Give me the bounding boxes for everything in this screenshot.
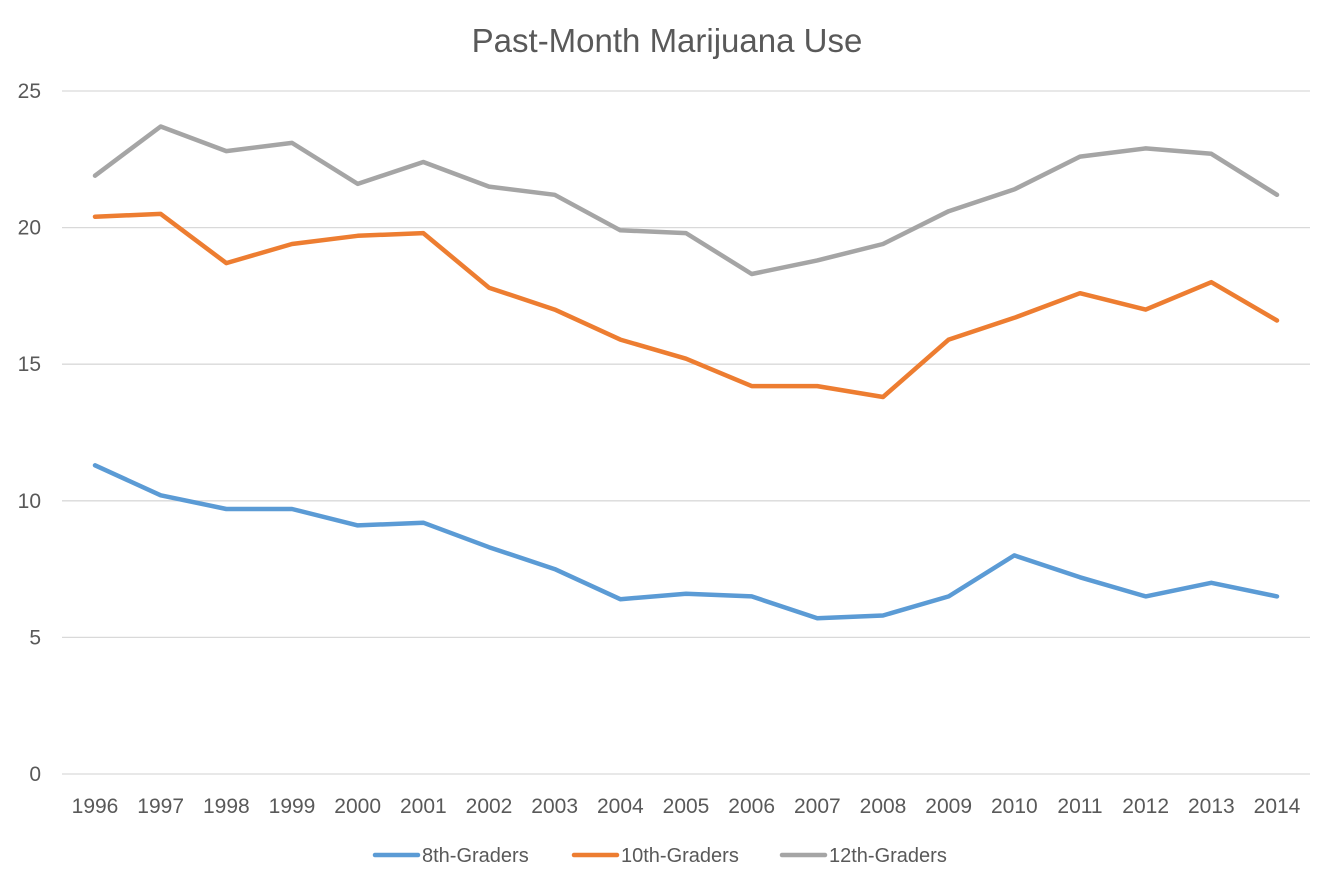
x-tick-label: 2009 bbox=[925, 795, 972, 818]
x-tick-label: 2012 bbox=[1122, 795, 1169, 818]
x-tick-label: 2006 bbox=[728, 795, 775, 818]
y-tick-label: 20 bbox=[18, 217, 41, 240]
y-tick-label: 25 bbox=[18, 80, 41, 103]
legend-label-10th-graders: 10th-Graders bbox=[621, 845, 739, 867]
y-axis-labels: 0 5 10 15 20 25 bbox=[18, 80, 41, 786]
legend-label-8th-graders: 8th-Graders bbox=[422, 845, 529, 867]
x-tick-label: 2002 bbox=[466, 795, 513, 818]
x-axis-labels: 1996 1997 1998 1999 2000 2001 2002 2003 2004 2005… bbox=[72, 795, 1301, 818]
x-tick-label: 1997 bbox=[137, 795, 184, 818]
x-tick-label: 2007 bbox=[794, 795, 841, 818]
series-line-8th-graders bbox=[92, 463, 1280, 621]
x-tick-label: 2003 bbox=[531, 795, 578, 818]
x-tick-label: 1999 bbox=[269, 795, 316, 818]
x-tick-label: 2010 bbox=[991, 795, 1038, 818]
series-lines bbox=[92, 124, 1280, 621]
x-tick-label: 2013 bbox=[1188, 795, 1235, 818]
y-tick-label: 10 bbox=[18, 490, 41, 513]
legend: 8th-Graders 10th-Graders 12th-Graders bbox=[372, 845, 947, 867]
x-tick-label: 2008 bbox=[860, 795, 907, 818]
series-line-12th-graders bbox=[92, 124, 1280, 277]
x-tick-label: 1998 bbox=[203, 795, 250, 818]
y-tick-label: 15 bbox=[18, 353, 41, 376]
x-tick-label: 2004 bbox=[597, 795, 644, 818]
x-tick-label: 2005 bbox=[663, 795, 710, 818]
y-tick-label: 5 bbox=[29, 626, 41, 649]
series-line-10th-graders bbox=[92, 211, 1280, 400]
gridlines bbox=[62, 90, 1310, 775]
x-tick-label: 1996 bbox=[72, 795, 119, 818]
legend-label-12th-graders: 12th-Graders bbox=[829, 845, 947, 867]
y-tick-label: 0 bbox=[29, 763, 41, 786]
x-tick-label: 2014 bbox=[1254, 795, 1301, 818]
x-tick-label: 2000 bbox=[334, 795, 381, 818]
chart-title: Past-Month Marijuana Use bbox=[472, 22, 863, 59]
x-tick-label: 2011 bbox=[1057, 795, 1102, 818]
x-tick-label: 2001 bbox=[400, 795, 447, 818]
